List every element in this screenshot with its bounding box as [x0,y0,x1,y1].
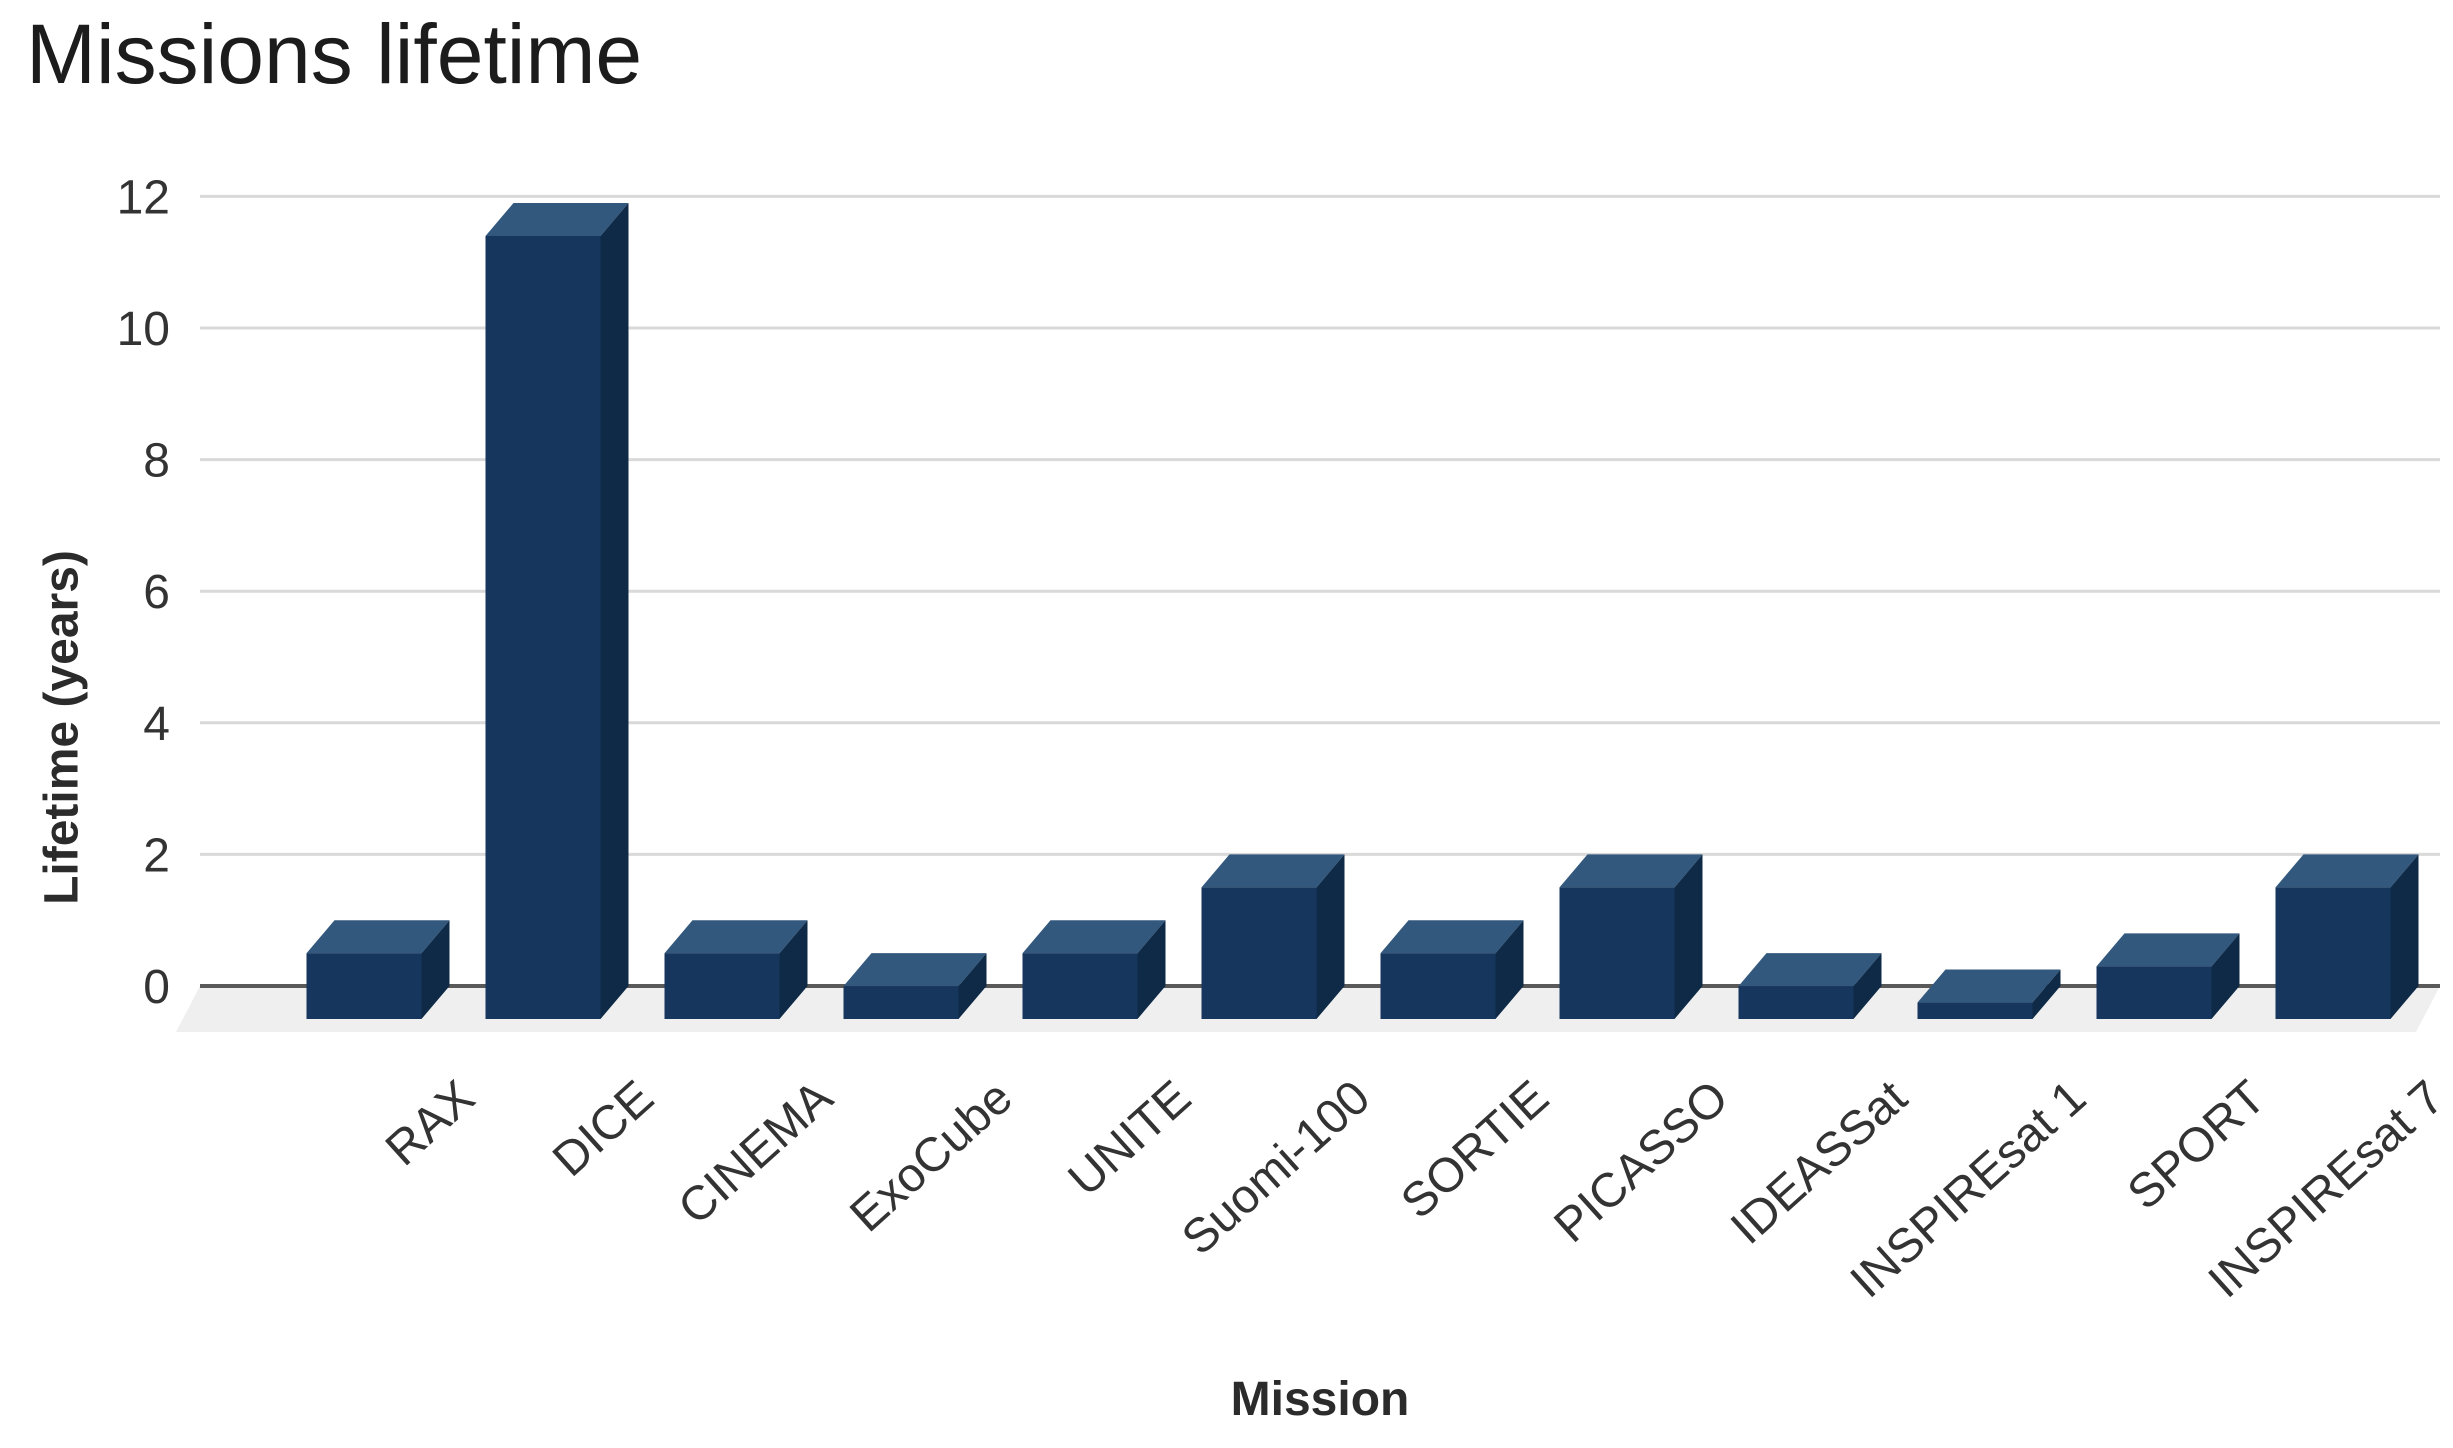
y-tick-label: 12 [117,171,170,224]
bar-side-INSPIREsat 7 [2390,854,2419,1019]
bar-side-PICASSO [1674,854,1703,1019]
y-tick-label: 10 [117,303,170,356]
bar-side-INSPIREsat 1 [2032,969,2061,1019]
bar-top-ExoCube [843,953,987,987]
bar-side-IDEASSat [1853,953,1882,1019]
bar-top-Suomi-100 [1201,854,1345,888]
bar-CINEMA [664,953,780,1019]
bar-side-RAX [421,920,450,1019]
bar-top-PICASSO [1559,854,1703,888]
bar-side-CINEMA [779,920,808,1019]
bar-UNITE [1022,953,1138,1019]
y-tick-label: 8 [143,435,170,488]
bar-top-SPORT [2096,933,2240,967]
bar-side-SORTIE [1495,920,1524,1019]
bar-side-UNITE [1137,920,1166,1019]
y-tick-label: 6 [143,566,170,619]
bar-SORTIE [1380,953,1496,1019]
bar-DICE [485,235,601,1020]
bar-top-DICE [485,202,629,236]
bar-SPORT [2096,966,2212,1019]
bar-top-INSPIREsat 1 [1917,969,2061,1003]
bar-top-CINEMA [664,920,808,954]
bar-RAX [306,953,422,1019]
y-tick-label: 2 [143,829,170,882]
y-tick-label: 0 [143,961,170,1014]
bar-top-IDEASSat [1738,953,1882,987]
bar-ExoCube [843,986,959,1019]
bar-IDEASSat [1738,986,1854,1019]
y-tick-label: 4 [143,698,170,751]
bar-top-RAX [306,920,450,954]
bar-top-SORTIE [1380,920,1524,954]
bar-top-UNITE [1022,920,1166,954]
chart-title: Missions lifetime [26,7,643,101]
bar-side-DICE [600,202,629,1020]
bar-side-ExoCube [958,953,987,1019]
x-axis-title: Mission [1230,1373,1410,1426]
bar-INSPIREsat 7 [2275,887,2391,1019]
bar-Suomi-100 [1201,887,1317,1019]
bar-PICASSO [1559,887,1675,1019]
bar-INSPIREsat 1 [1917,1002,2033,1019]
bar-side-Suomi-100 [1316,854,1345,1019]
bar-top-INSPIREsat 7 [2275,854,2419,888]
bar-side-SPORT [2211,933,2240,1019]
